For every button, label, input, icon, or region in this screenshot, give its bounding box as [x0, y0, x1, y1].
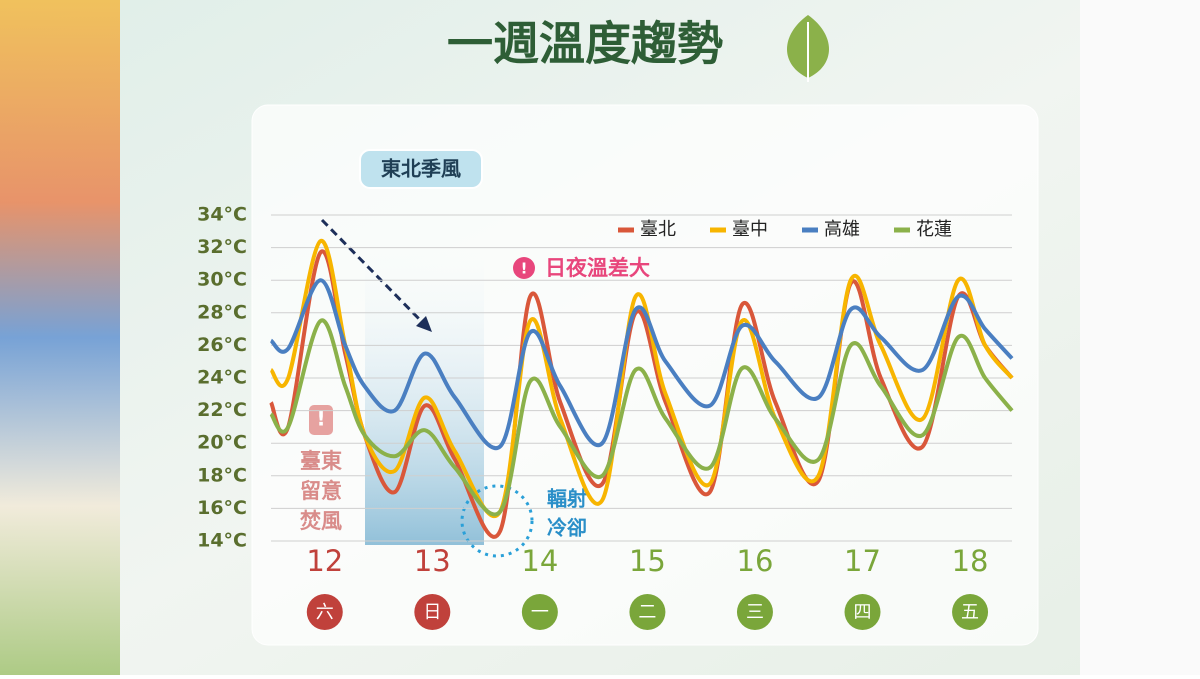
- legend-label: 臺中: [732, 219, 768, 240]
- title: 一週溫度趨勢: [447, 17, 723, 71]
- weekday-badge: [844, 594, 881, 630]
- x-tick-label: 15: [629, 544, 666, 578]
- x-tick-label: 18: [952, 544, 989, 578]
- y-tick-label: 32°C: [197, 236, 247, 258]
- y-tick-label: 20°C: [197, 432, 247, 454]
- x-tick-label: 14: [521, 544, 558, 578]
- radiative-label: 輻射: [547, 487, 587, 511]
- x-tick-label: 16: [737, 544, 774, 578]
- foehn-label: 臺東: [300, 449, 342, 473]
- legend-label: 高雄: [824, 219, 860, 240]
- weekday-label: 一: [531, 602, 549, 623]
- weekday-label: 二: [638, 602, 656, 623]
- weekday-label: 六: [316, 602, 334, 623]
- x-tick-label: 17: [844, 544, 881, 578]
- x-tick-label: 12: [306, 544, 343, 578]
- y-tick-label: 26°C: [197, 334, 247, 356]
- weekday-badge: [952, 594, 989, 630]
- legend-label: 花蓮: [916, 219, 952, 240]
- radiative-circle: [460, 484, 534, 558]
- weekday-badge: [414, 594, 451, 630]
- y-tick-label: 34°C: [197, 204, 247, 226]
- foehn-icon: [309, 405, 333, 435]
- monsoon-shade: [365, 230, 484, 545]
- leaf-icon: [787, 15, 829, 82]
- weekday-label: 四: [854, 602, 872, 623]
- line-series: [269, 318, 1014, 517]
- side-strip: [0, 0, 120, 675]
- diurnal-label: 日夜溫差大: [545, 256, 650, 280]
- weekday-badge: [306, 594, 343, 630]
- weekday-label: 三: [746, 602, 764, 623]
- alert-icon: !: [521, 260, 528, 278]
- weekday-badge: [521, 594, 558, 630]
- y-tick-label: 18°C: [197, 464, 247, 486]
- weekday-badge: [629, 594, 666, 630]
- arrow-head: [416, 316, 432, 332]
- alert-icon: [513, 257, 535, 279]
- monsoon-arrow: [320, 218, 428, 328]
- foehn-icon: !: [316, 407, 325, 431]
- y-tick-label: 28°C: [197, 301, 247, 323]
- y-tick-label: 22°C: [197, 399, 247, 421]
- y-tick-label: 14°C: [197, 530, 247, 552]
- y-tick-label: 24°C: [197, 367, 247, 389]
- y-tick-label: 30°C: [197, 269, 247, 291]
- x-tick-label: 13: [414, 544, 451, 578]
- foehn-label: 留意: [300, 479, 342, 503]
- legend-label: 臺北: [640, 219, 676, 240]
- weekday-label: 五: [961, 602, 979, 623]
- radiative-label: 冷卻: [547, 516, 587, 540]
- weekday-badge: [736, 594, 773, 630]
- monsoon-badge: [359, 149, 483, 189]
- y-tick-label: 16°C: [197, 497, 247, 519]
- side-strip: [1080, 0, 1200, 675]
- line-series: [269, 278, 1014, 451]
- weekday-label: 日: [423, 602, 441, 623]
- foehn-label: 焚風: [300, 509, 342, 533]
- monsoon-label: 東北季風: [381, 157, 461, 181]
